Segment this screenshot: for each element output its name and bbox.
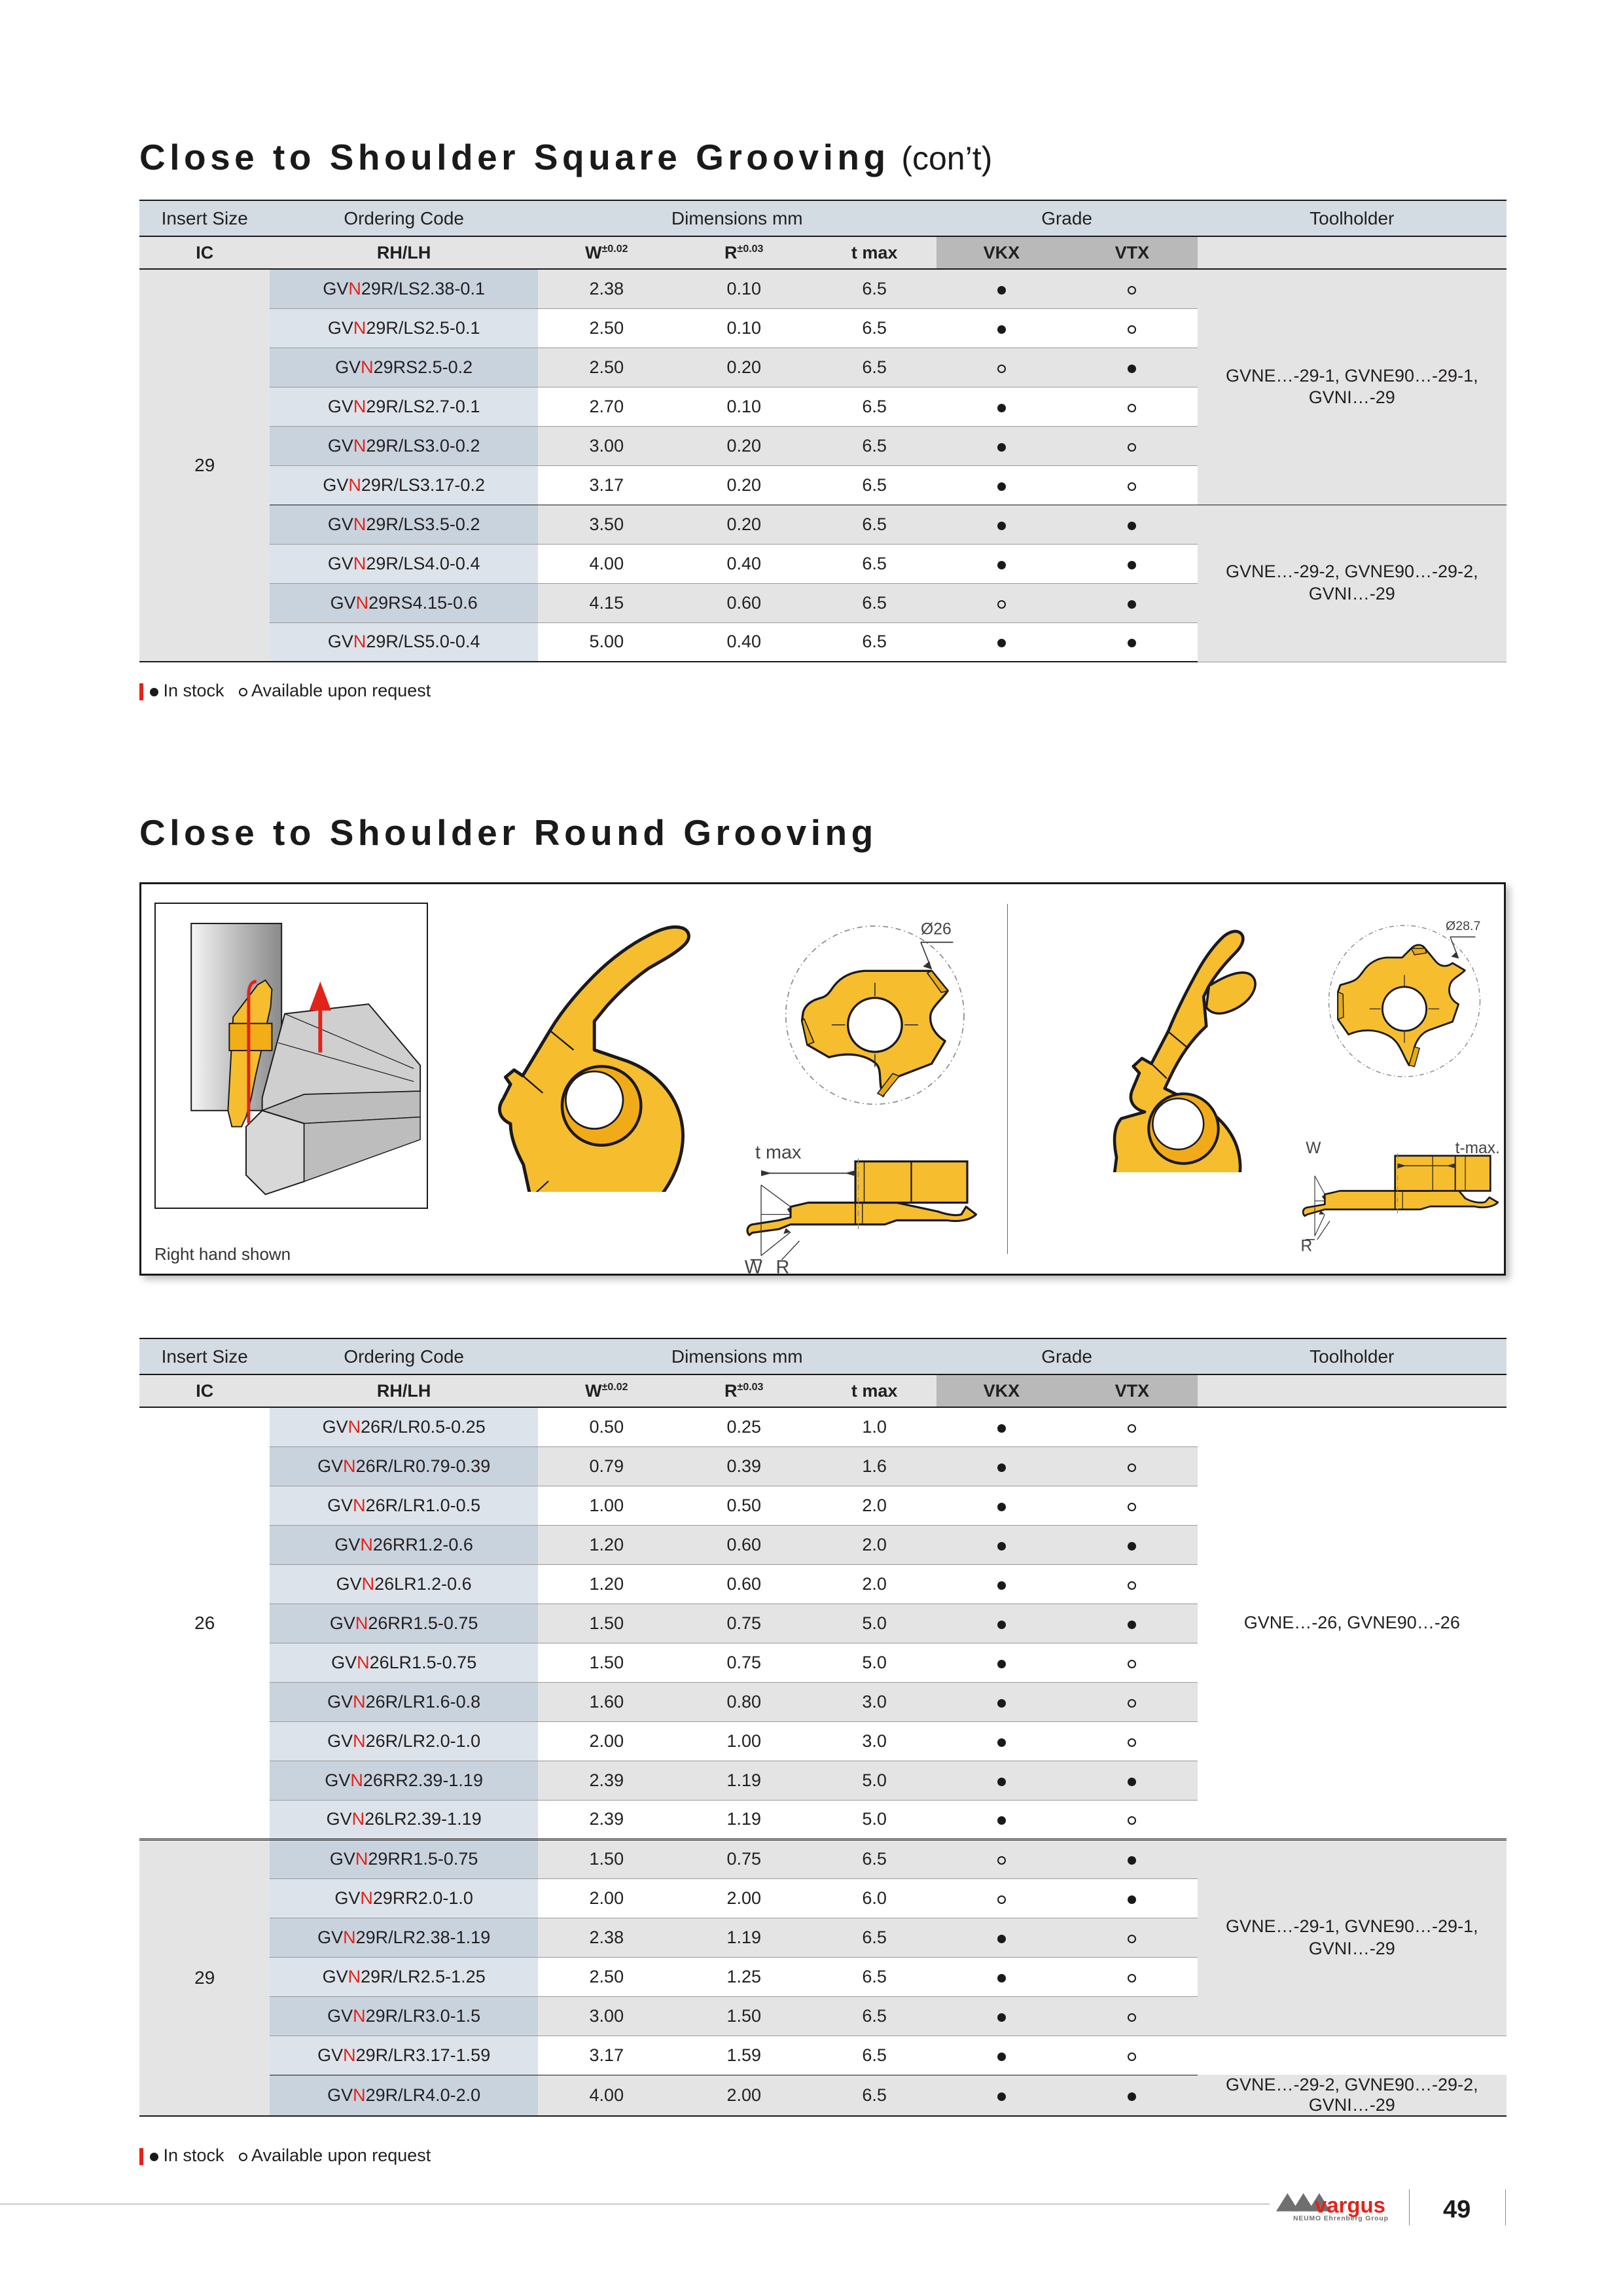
svg-text:R: R (776, 1257, 790, 1278)
svg-text:NEUMO Ehrenberg Group: NEUMO Ehrenberg Group (1293, 2215, 1389, 2223)
svg-text:W: W (1306, 1139, 1321, 1157)
svg-text:Ø26: Ø26 (921, 920, 952, 938)
svg-text:t-max.: t-max. (1455, 1139, 1500, 1157)
svg-text:t max: t max (755, 1142, 802, 1163)
svg-text:Ø28.7: Ø28.7 (1446, 919, 1480, 933)
svg-text:vargus: vargus (1315, 2193, 1385, 2217)
